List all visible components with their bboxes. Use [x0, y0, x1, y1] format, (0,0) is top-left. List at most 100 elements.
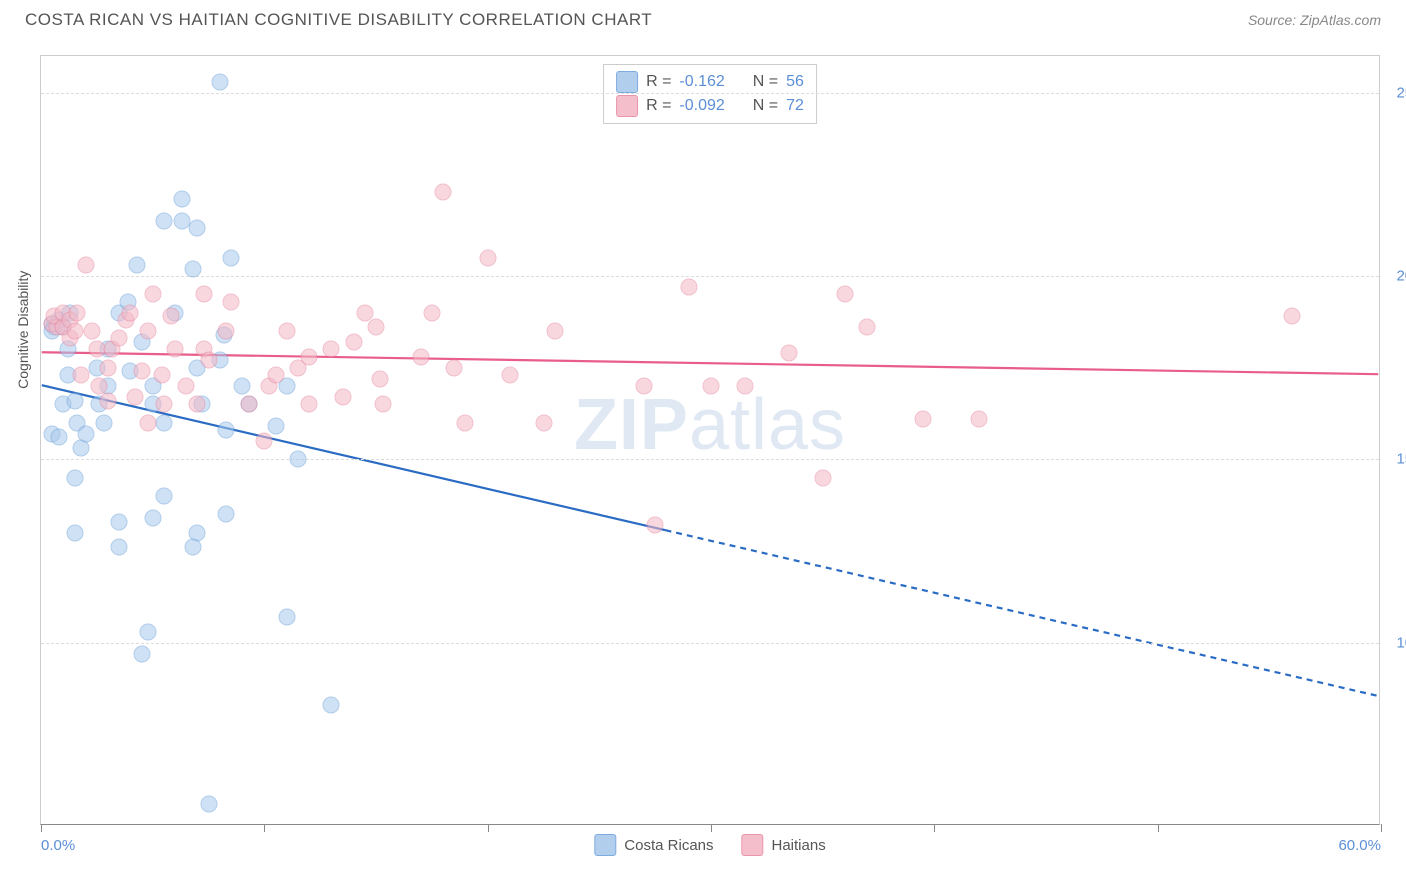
data-point-costa-ricans [211, 73, 228, 90]
data-point-haitians [144, 286, 161, 303]
n-value: 56 [786, 73, 804, 91]
data-point-haitians [88, 341, 105, 358]
data-point-costa-ricans [140, 623, 157, 640]
data-point-costa-ricans [66, 392, 83, 409]
data-point-haitians [84, 323, 101, 340]
data-point-haitians [189, 396, 206, 413]
data-point-haitians [859, 319, 876, 336]
swatch-icon [742, 834, 764, 856]
x-tick [711, 824, 712, 832]
legend-label: Costa Ricans [624, 837, 713, 854]
scatter-plot: Cognitive Disability ZIPatlas R = -0.162… [40, 55, 1380, 825]
n-label: N = [753, 97, 778, 115]
data-point-haitians [240, 396, 257, 413]
swatch-icon [616, 71, 638, 93]
data-point-costa-ricans [184, 260, 201, 277]
swatch-icon [616, 95, 638, 117]
data-point-haitians [435, 183, 452, 200]
data-point-haitians [153, 367, 170, 384]
data-point-haitians [1283, 308, 1300, 325]
data-point-costa-ricans [267, 418, 284, 435]
data-point-haitians [636, 378, 653, 395]
data-point-haitians [423, 304, 440, 321]
data-point-haitians [546, 323, 563, 340]
data-point-haitians [100, 392, 117, 409]
data-point-haitians [323, 341, 340, 358]
y-tick-label: 20.0% [1396, 268, 1406, 285]
data-point-haitians [278, 323, 295, 340]
legend-item-haitians: Haitians [742, 834, 826, 856]
chart-title: COSTA RICAN VS HAITIAN COGNITIVE DISABIL… [25, 10, 652, 30]
n-value: 72 [786, 97, 804, 115]
data-point-haitians [140, 414, 157, 431]
data-point-haitians [446, 359, 463, 376]
data-point-costa-ricans [144, 510, 161, 527]
data-point-haitians [814, 469, 831, 486]
x-tick [1158, 824, 1159, 832]
data-point-haitians [372, 370, 389, 387]
legend-item-costa-ricans: Costa Ricans [594, 834, 713, 856]
x-tick [488, 824, 489, 832]
data-point-costa-ricans [155, 414, 172, 431]
series-legend: Costa Ricans Haitians [594, 834, 825, 856]
data-point-haitians [334, 389, 351, 406]
data-point-haitians [155, 396, 172, 413]
legend-label: Haitians [772, 837, 826, 854]
data-point-costa-ricans [173, 191, 190, 208]
data-point-costa-ricans [200, 796, 217, 813]
swatch-icon [594, 834, 616, 856]
data-point-haitians [837, 286, 854, 303]
r-label: R = [646, 73, 671, 91]
y-tick-label: 10.0% [1396, 634, 1406, 651]
x-tick-label: 60.0% [1338, 837, 1381, 854]
data-point-costa-ricans [66, 469, 83, 486]
data-point-haitians [412, 348, 429, 365]
data-point-costa-ricans [222, 249, 239, 266]
x-tick [264, 824, 265, 832]
data-point-costa-ricans [111, 513, 128, 530]
n-label: N = [753, 73, 778, 91]
data-point-haitians [178, 378, 195, 395]
data-point-haitians [122, 304, 139, 321]
y-tick-label: 25.0% [1396, 84, 1406, 101]
data-point-haitians [196, 286, 213, 303]
data-point-haitians [356, 304, 373, 321]
data-point-haitians [915, 411, 932, 428]
data-point-costa-ricans [66, 524, 83, 541]
data-point-haitians [77, 257, 94, 274]
data-point-costa-ricans [218, 506, 235, 523]
r-value: -0.092 [679, 97, 724, 115]
data-point-haitians [680, 279, 697, 296]
gridline [41, 276, 1379, 277]
gridline [41, 643, 1379, 644]
data-point-haitians [133, 363, 150, 380]
data-point-haitians [301, 396, 318, 413]
data-point-costa-ricans [129, 257, 146, 274]
data-point-costa-ricans [173, 213, 190, 230]
x-tick [934, 824, 935, 832]
y-axis-label: Cognitive Disability [15, 271, 31, 389]
data-point-haitians [703, 378, 720, 395]
data-point-haitians [374, 396, 391, 413]
data-point-haitians [140, 323, 157, 340]
data-point-haitians [68, 304, 85, 321]
data-point-costa-ricans [184, 539, 201, 556]
data-point-costa-ricans [95, 414, 112, 431]
legend-row-costa-ricans: R = -0.162 N = 56 [616, 71, 804, 93]
data-point-costa-ricans [289, 451, 306, 468]
data-point-costa-ricans [133, 645, 150, 662]
data-point-haitians [167, 341, 184, 358]
data-point-haitians [971, 411, 988, 428]
source-credit: Source: ZipAtlas.com [1248, 12, 1381, 28]
data-point-haitians [535, 414, 552, 431]
data-point-costa-ricans [155, 488, 172, 505]
data-point-haitians [781, 345, 798, 362]
data-point-haitians [256, 433, 273, 450]
data-point-haitians [66, 323, 83, 340]
r-value: -0.162 [679, 73, 724, 91]
data-point-costa-ricans [111, 539, 128, 556]
stats-legend: R = -0.162 N = 56 R = -0.092 N = 72 [603, 64, 817, 124]
data-point-haitians [502, 367, 519, 384]
data-point-haitians [218, 323, 235, 340]
data-point-costa-ricans [50, 429, 67, 446]
